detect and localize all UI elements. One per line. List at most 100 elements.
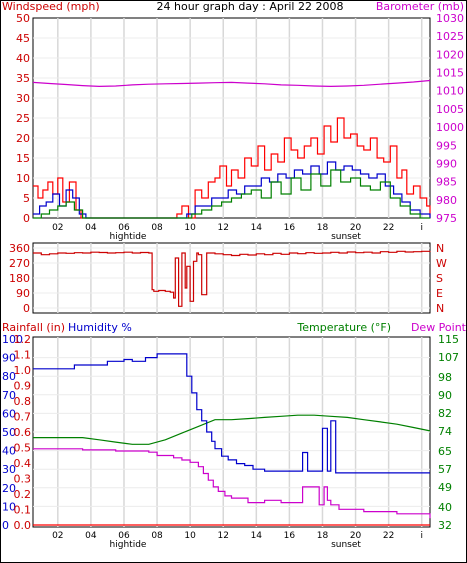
x-tick-label: 04 — [85, 223, 97, 233]
direction-compass-label: S — [436, 272, 443, 285]
rainfall-tick-label: 0.6 — [14, 426, 32, 439]
temperature-tick-label: 32 — [438, 519, 452, 532]
direction-compass-label: N — [436, 302, 444, 315]
hightide-marker-bottom: hightide — [110, 540, 147, 550]
x-tick-label: 08 — [151, 531, 163, 541]
temperature-tick-label: 57 — [438, 463, 452, 476]
rainfall-tick-label: 0.4 — [14, 457, 32, 470]
x-tick-label: 14 — [251, 223, 263, 233]
barometer-tick-label: 975 — [436, 212, 457, 225]
x-tick-label: 08 — [151, 223, 163, 233]
temperature-tick-label: 107 — [438, 351, 459, 364]
x-tick-label: 20 — [350, 531, 362, 541]
windspeed-tick-label: 10 — [16, 172, 30, 185]
humidity-tick-label: 80 — [2, 370, 16, 383]
humidity-tick-label: 20 — [2, 482, 16, 495]
humidity-tick-label: 100 — [2, 333, 23, 346]
humidity-axis-title: Humidity % — [68, 321, 132, 334]
barometer-tick-label: 985 — [436, 176, 457, 189]
temperature-tick-label: 40 — [438, 501, 452, 514]
x-tick-label: 20 — [350, 223, 362, 233]
x-tick-label: 12 — [218, 223, 229, 233]
x-tick-label: 02 — [52, 531, 63, 541]
windspeed-axis-title: Windspeed (mph) — [2, 0, 100, 13]
windspeed-tick-label: 25 — [16, 112, 30, 125]
chart-title: 24 hour graph day : April 22 2008 — [157, 0, 344, 13]
direction-degree-label: 360 — [9, 242, 30, 255]
hightide-marker: hightide — [110, 232, 147, 242]
direction-degree-label: 90 — [16, 287, 30, 300]
barometer-tick-label: 1015 — [436, 67, 464, 80]
x-tick-label: i — [420, 223, 423, 233]
x-tick-label: 16 — [284, 531, 296, 541]
windspeed-tick-label: 20 — [16, 132, 30, 145]
wind-direction-line — [33, 250, 431, 307]
direction-degree-label: 270 — [9, 257, 30, 270]
humidity-tick-label: 0 — [2, 519, 9, 532]
x-tick-label: 02 — [52, 223, 63, 233]
x-tick-label: 16 — [284, 223, 296, 233]
barometer-tick-label: 990 — [436, 157, 457, 170]
temperature-axis-title: Temperature (°F) — [296, 321, 391, 334]
humidity-tick-label: 90 — [2, 352, 16, 365]
humidity-tick-label: 40 — [2, 445, 16, 458]
barometer-tick-label: 995 — [436, 139, 457, 152]
temperature-tick-label: 65 — [438, 445, 452, 458]
rainfall-tick-label: 0.7 — [14, 411, 32, 424]
x-tick-label: 10 — [184, 531, 196, 541]
temperature-tick-label: 49 — [438, 481, 452, 494]
rainfall-tick-label: 0.0 — [14, 519, 32, 532]
direction-compass-label: W — [436, 257, 447, 270]
rainfall-tick-label: 0.2 — [14, 488, 32, 501]
rainfall-tick-label: 0.3 — [14, 473, 32, 486]
temperature-tick-label: 82 — [438, 407, 452, 420]
direction-degree-label: 0 — [23, 302, 30, 315]
windspeed-line — [33, 117, 431, 219]
x-tick-label: 12 — [218, 531, 229, 541]
rainfall-tick-label: 0.1 — [14, 504, 32, 517]
barometer-tick-label: 1000 — [436, 121, 464, 134]
barometer-tick-label: 980 — [436, 194, 457, 207]
humidity-tick-label: 50 — [2, 426, 16, 439]
x-tick-label: i — [420, 531, 423, 541]
direction-compass-label: N — [436, 242, 444, 255]
sunset-marker-bottom: sunset — [331, 540, 361, 550]
windspeed-tick-label: 30 — [16, 92, 30, 105]
direction-compass-label: E — [436, 287, 443, 300]
temperature-tick-label: 98 — [438, 371, 452, 384]
temperature-line — [33, 414, 431, 445]
wind-green-line — [33, 169, 430, 219]
windspeed-tick-label: 45 — [16, 32, 30, 45]
rainfall-tick-label: 1.0 — [14, 364, 32, 377]
dewpoint-axis-title: Dew Point — [411, 321, 467, 334]
windspeed-tick-label: 40 — [16, 52, 30, 65]
wind-barometer-panel: 0510152025303540455097598098599099510001… — [16, 12, 464, 233]
x-tick-label: 22 — [383, 223, 394, 233]
x-tick-label: 14 — [251, 531, 263, 541]
x-tick-label: 22 — [383, 531, 394, 541]
barometer-axis-title: Barometer (mb) — [376, 0, 464, 13]
barometer-tick-label: 1025 — [436, 30, 464, 43]
humidity-tick-label: 60 — [2, 407, 16, 420]
barometer-tick-label: 1030 — [436, 12, 464, 25]
sunset-marker: sunset — [331, 232, 361, 242]
rainfall-tick-label: 1.2 — [14, 333, 32, 346]
x-tick-label: 06 — [118, 531, 130, 541]
rainfall-tick-label: 0.8 — [14, 395, 32, 408]
barometer-tick-label: 1020 — [436, 48, 464, 61]
direction-degree-label: 180 — [9, 272, 30, 285]
windspeed-tick-label: 50 — [16, 12, 30, 25]
rainfall-tick-label: 0.9 — [14, 380, 32, 393]
windspeed-tick-label: 0 — [23, 212, 30, 225]
windspeed-tick-label: 15 — [16, 152, 30, 165]
wind-direction-panel: 360 N 270 W 180 S 90 E 0 N — [9, 242, 447, 315]
x-tick-label: 04 — [85, 531, 97, 541]
barometer-tick-label: 1005 — [436, 103, 464, 116]
humidity-line — [33, 353, 430, 474]
x-tick-label: 06 — [118, 223, 130, 233]
windspeed-tick-label: 35 — [16, 72, 30, 85]
temperature-tick-label: 90 — [438, 389, 452, 402]
humidity-tick-label: 30 — [2, 463, 16, 476]
dewpoint-line — [33, 448, 431, 519]
rainfall-tick-label: 1.1 — [14, 349, 32, 362]
